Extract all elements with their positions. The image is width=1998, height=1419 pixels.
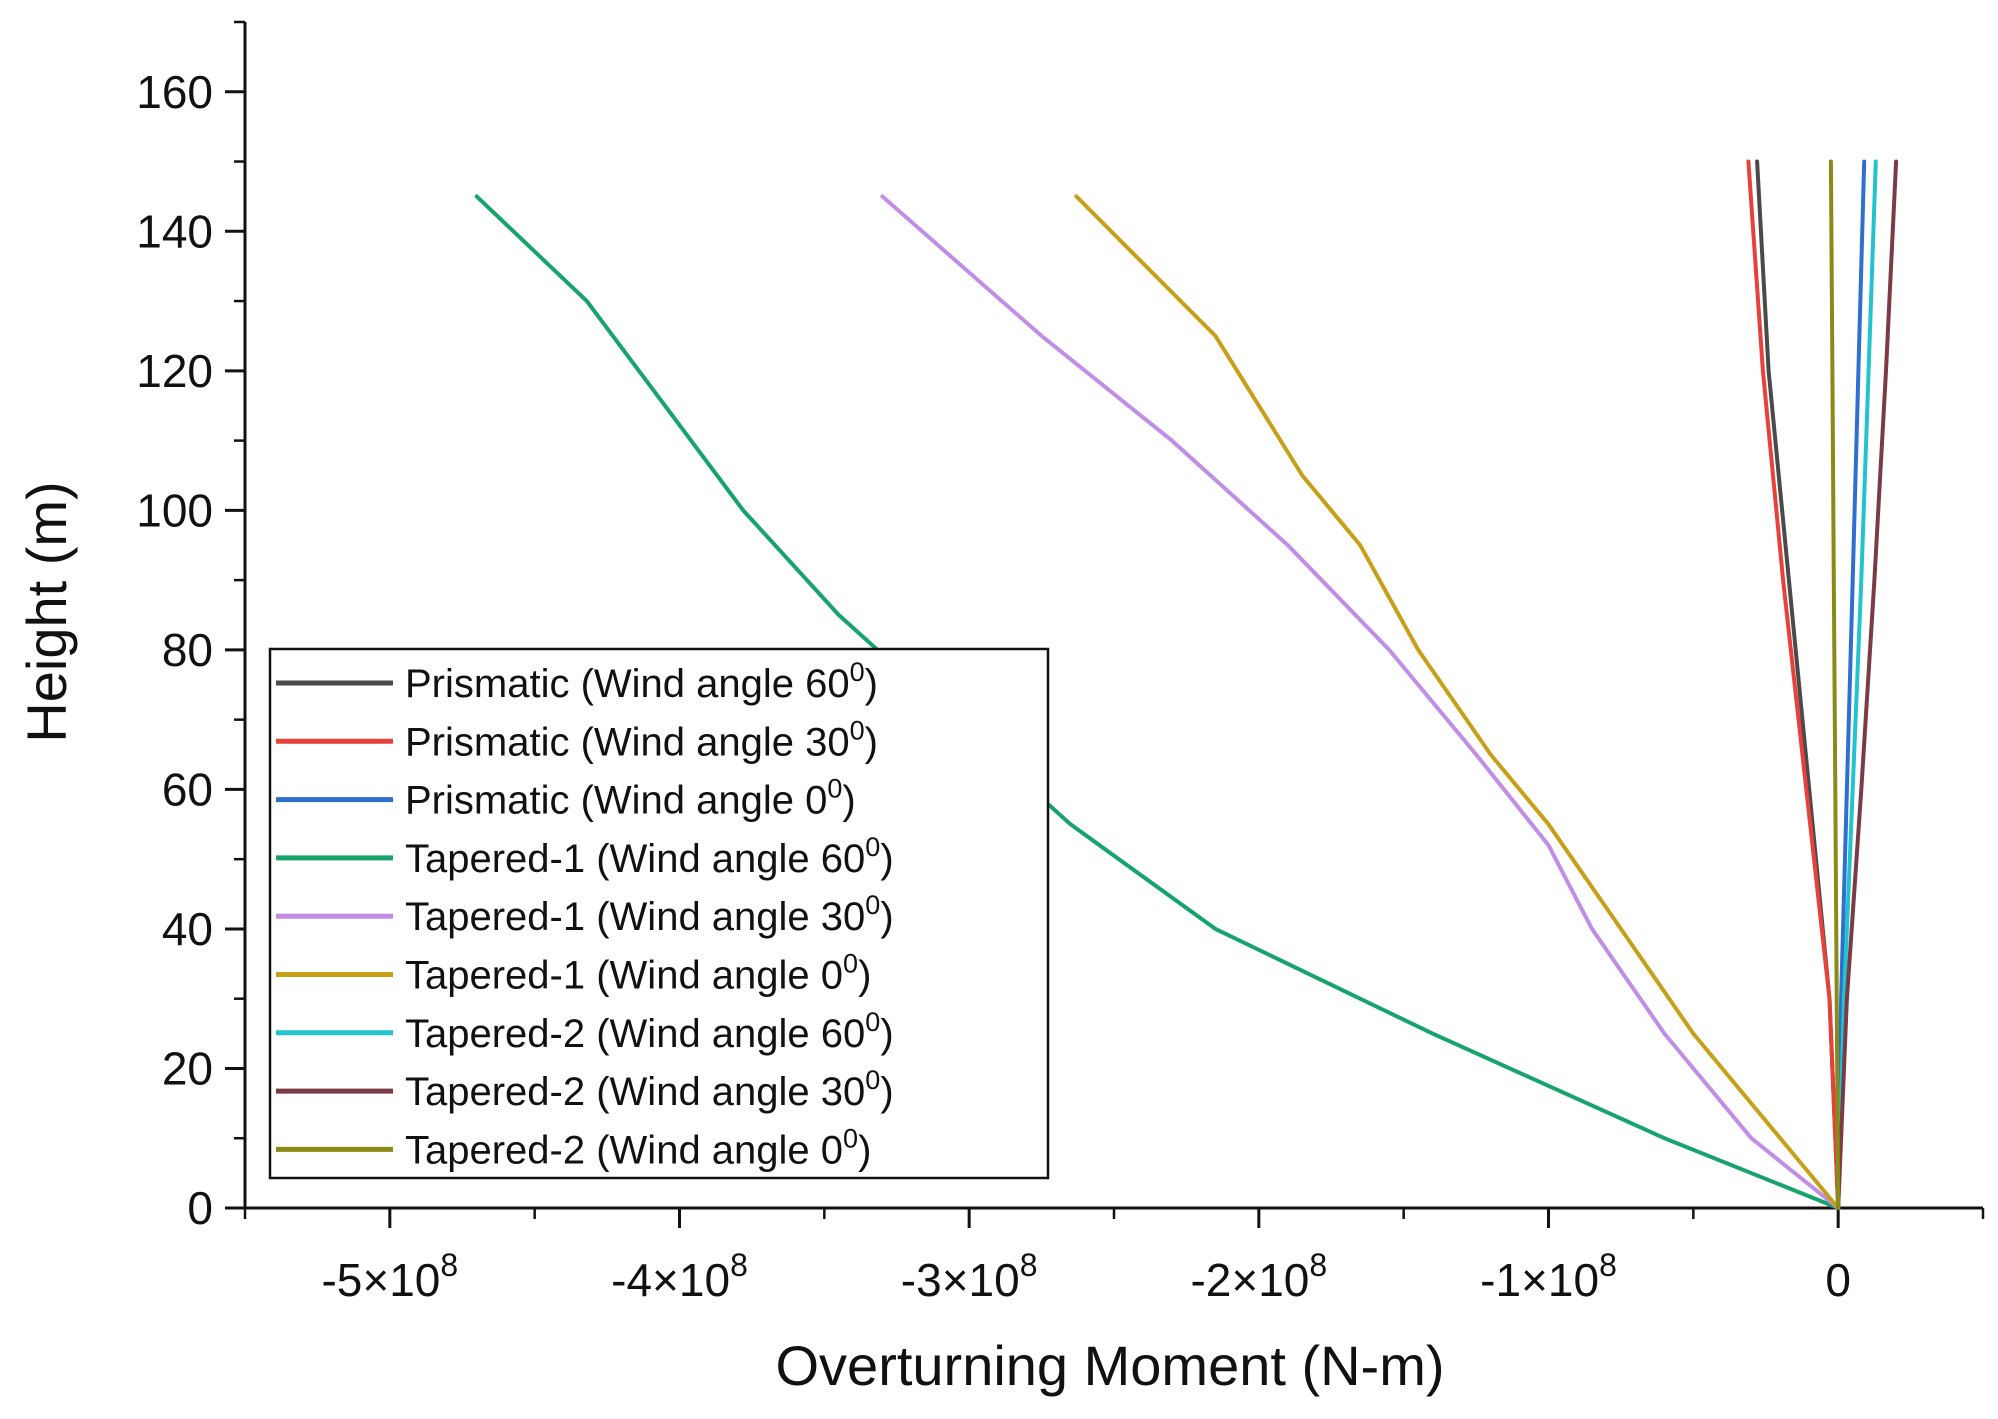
- legend-label-name: Tapered-2 (Wind angle 0: [405, 1128, 843, 1172]
- legend-label-superscript: 0: [850, 715, 865, 745]
- legend-label-name: Prismatic (Wind angle 0: [405, 779, 827, 823]
- legend-label-suffix: ): [880, 1012, 893, 1056]
- legend-label-superscript: 0: [865, 1065, 880, 1095]
- series-line-9: [1828, 159, 1841, 1210]
- y-tick-label: 80: [162, 624, 213, 676]
- y-axis-title: Height (m): [15, 481, 78, 742]
- y-tick-label: 100: [136, 484, 213, 536]
- legend-label-superscript: 0: [843, 1123, 858, 1153]
- legend-label-name: Prismatic (Wind angle 60: [405, 662, 850, 706]
- legend-label: Tapered-2 (Wind angle 600): [405, 1007, 894, 1056]
- series-line-6: [1074, 194, 1841, 1210]
- x-tick-exponent: 8: [1020, 1247, 1038, 1283]
- x-tick-exponent: 8: [1599, 1247, 1617, 1283]
- legend-label: Prismatic (Wind angle 00): [405, 774, 856, 823]
- legend-label-name: Tapered-1 (Wind angle 0: [405, 954, 843, 998]
- legend-label-name: Tapered-2 (Wind angle 30: [405, 1070, 865, 1114]
- series-line-2: [1746, 159, 1841, 1210]
- x-axis-title: Overturning Moment (N-m): [775, 1334, 1444, 1397]
- y-tick-label: 120: [136, 345, 213, 397]
- x-tick-mantissa: 0: [1825, 1254, 1851, 1306]
- legend-label: Tapered-2 (Wind angle 300): [405, 1065, 894, 1114]
- legend-label: Tapered-1 (Wind angle 300): [405, 890, 894, 939]
- legend-label-superscript: 0: [827, 774, 842, 804]
- legend-label-suffix: ): [865, 720, 878, 764]
- legend-label-name: Tapered-1 (Wind angle 60: [405, 837, 865, 881]
- y-tick-label: 160: [136, 66, 213, 118]
- legend-label-name: Tapered-1 (Wind angle 30: [405, 895, 865, 939]
- legend-label-name: Prismatic (Wind angle 30: [405, 720, 850, 764]
- legend-label-suffix: ): [880, 1070, 893, 1114]
- x-tick-exponent: 8: [1309, 1247, 1327, 1283]
- legend-label-superscript: 0: [850, 657, 865, 687]
- series-line-1: [1755, 159, 1841, 1210]
- series-line-5: [880, 194, 1841, 1210]
- series-line-3: [1836, 159, 1867, 1210]
- x-tick-mantissa: -3×10: [901, 1254, 1020, 1306]
- x-tick-label: 0: [1825, 1254, 1851, 1306]
- y-tick-label: 140: [136, 205, 213, 257]
- y-ticks: 0 20 40 60 80 100 120 140 160: [136, 20, 245, 1234]
- series-line-8: [1836, 159, 1899, 1210]
- x-tick-exponent: 8: [730, 1247, 748, 1283]
- legend-label-superscript: 0: [865, 1007, 880, 1037]
- x-tick-label: -2×108: [1190, 1247, 1327, 1306]
- x-tick-mantissa: -2×10: [1190, 1254, 1309, 1306]
- x-tick-label: -1×108: [1480, 1247, 1617, 1306]
- legend-label-name: Tapered-2 (Wind angle 60: [405, 1012, 865, 1056]
- x-tick-mantissa: -5×10: [321, 1254, 440, 1306]
- legend-label-suffix: ): [842, 779, 855, 823]
- x-tick-exponent: 8: [440, 1247, 458, 1283]
- x-tick-mantissa: -4×10: [611, 1254, 730, 1306]
- x-tick-label: -3×108: [901, 1247, 1038, 1306]
- y-tick-label: 0: [187, 1182, 213, 1234]
- y-tick-label: 60: [162, 763, 213, 815]
- x-tick-mantissa: -1×10: [1480, 1254, 1599, 1306]
- series-line-7: [1836, 159, 1878, 1210]
- y-tick-label: 40: [162, 903, 213, 955]
- legend-box: [268, 647, 1050, 1180]
- legend-label: Tapered-1 (Wind angle 00): [405, 949, 871, 998]
- x-ticks: -5×108 -4×108 -3×108 -2×108 -1×108 0: [243, 1208, 1985, 1306]
- y-tick-label: 20: [162, 1042, 213, 1094]
- legend-label-suffix: ): [858, 1128, 871, 1172]
- legend-label: Prismatic (Wind angle 300): [405, 715, 878, 764]
- legend-label-superscript: 0: [865, 890, 880, 920]
- legend-label: Tapered-1 (Wind angle 600): [405, 832, 894, 881]
- legend-label-suffix: ): [858, 954, 871, 998]
- legend-label-superscript: 0: [865, 832, 880, 862]
- legend-label-superscript: 0: [843, 949, 858, 979]
- legend: Prismatic (Wind angle 600)Prismatic (Win…: [268, 647, 1050, 1180]
- legend-label-suffix: ): [880, 837, 893, 881]
- x-tick-label: -5×108: [321, 1247, 458, 1306]
- legend-label: Tapered-2 (Wind angle 00): [405, 1123, 871, 1172]
- legend-label: Prismatic (Wind angle 600): [405, 657, 878, 706]
- x-tick-label: -4×108: [611, 1247, 748, 1306]
- legend-label-suffix: ): [880, 895, 893, 939]
- legend-label-suffix: ): [865, 662, 878, 706]
